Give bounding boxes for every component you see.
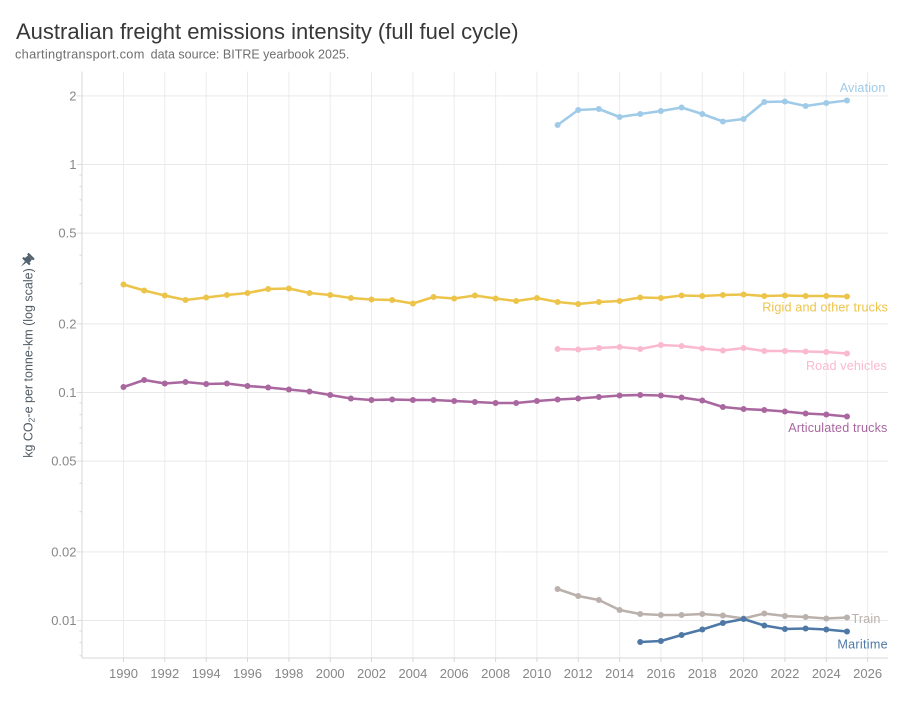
svg-text:1: 1 — [69, 157, 76, 172]
svg-text:Maritime: Maritime — [837, 638, 888, 652]
svg-text:2012: 2012 — [564, 666, 593, 681]
svg-text:2: 2 — [69, 89, 76, 104]
svg-text:2008: 2008 — [481, 666, 510, 681]
svg-text:2024: 2024 — [812, 666, 841, 681]
svg-text:Train: Train — [852, 612, 881, 626]
svg-text:1990: 1990 — [109, 666, 138, 681]
svg-text:2004: 2004 — [398, 666, 427, 681]
svg-text:1998: 1998 — [274, 666, 303, 681]
svg-text:Australian freight emissions i: Australian freight emissions intensity (… — [16, 19, 519, 44]
svg-text:2000: 2000 — [316, 666, 345, 681]
svg-text:0.02: 0.02 — [51, 545, 76, 560]
svg-text:1996: 1996 — [233, 666, 262, 681]
svg-text:2006: 2006 — [440, 666, 469, 681]
svg-text:0.01: 0.01 — [51, 613, 76, 628]
svg-text:0.1: 0.1 — [58, 385, 76, 400]
svg-text:1992: 1992 — [150, 666, 179, 681]
svg-text:2022: 2022 — [770, 666, 799, 681]
svg-text:Aviation: Aviation — [840, 81, 886, 95]
svg-text:Rigid and other trucks: Rigid and other trucks — [762, 301, 888, 315]
svg-text:Articulated trucks: Articulated trucks — [788, 421, 887, 435]
svg-text:chartingtransport.com data sou: chartingtransport.com data source: BITRE… — [15, 47, 349, 62]
svg-text:1994: 1994 — [192, 666, 221, 681]
svg-text:Road vehicles: Road vehicles — [806, 359, 887, 373]
svg-text:2018: 2018 — [688, 666, 717, 681]
svg-text:2020: 2020 — [729, 666, 758, 681]
svg-text:2016: 2016 — [646, 666, 675, 681]
svg-text:0.05: 0.05 — [51, 454, 76, 469]
svg-text:0.2: 0.2 — [58, 317, 76, 332]
svg-text:2026: 2026 — [853, 666, 882, 681]
svg-text:2010: 2010 — [522, 666, 551, 681]
svg-text:0.5: 0.5 — [58, 226, 76, 241]
svg-text:2014: 2014 — [605, 666, 634, 681]
svg-text:2002: 2002 — [357, 666, 386, 681]
svg-text:kg CO2-e per tonne-km (log sca: kg CO2-e per tonne-km (log scale) — [21, 268, 36, 458]
